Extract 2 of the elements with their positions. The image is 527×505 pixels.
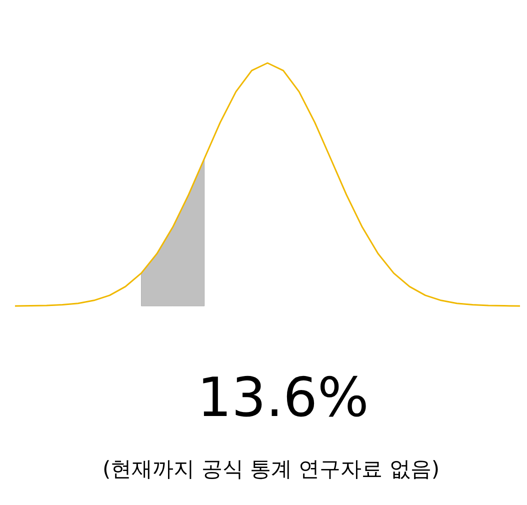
text: 13.6% — [197, 366, 369, 429]
text: (현재까지 공식 통계 연구자료 없음) — [102, 457, 440, 481]
